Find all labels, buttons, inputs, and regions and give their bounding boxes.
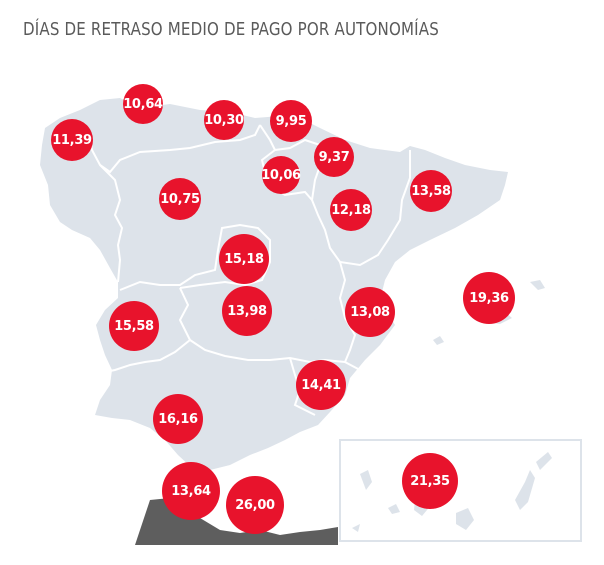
ibiza-shape [433,336,444,345]
bubble-andalucia[interactable]: 16,16 [153,394,203,444]
menorca-shape [530,280,545,290]
bubble-pais-vasco[interactable]: 9,95 [270,100,312,142]
canary-islands-inset [339,439,582,542]
bubble-melilla[interactable]: 26,00 [226,476,284,534]
bubble-la-rioja[interactable]: 10,06 [261,156,301,194]
map-title: DÍAS DE RETRASO MEDIO DE PAGO POR AUTONO… [23,20,439,40]
bubble-canarias[interactable]: 21,35 [402,453,458,509]
bubble-comunidad-valenciana[interactable]: 13,08 [345,287,395,337]
africa-coast-shape [135,498,338,545]
bubble-castilla-la-mancha[interactable]: 13,98 [222,286,272,336]
bubble-baleares[interactable]: 19,36 [463,272,515,324]
bubble-cataluna[interactable]: 13,58 [410,170,452,212]
bubble-castilla-y-leon[interactable]: 10,75 [159,178,201,220]
bubble-aragon[interactable]: 12,18 [330,189,372,231]
bubble-cantabria[interactable]: 10,30 [204,100,244,140]
bubble-madrid[interactable]: 15,18 [219,234,269,284]
bubble-murcia[interactable]: 14,41 [296,360,346,410]
bubble-navarra[interactable]: 9,37 [314,137,354,177]
bubble-ceuta[interactable]: 13,64 [162,462,220,520]
bubble-extremadura[interactable]: 15,58 [109,301,159,351]
bubble-asturias[interactable]: 10,64 [123,84,163,124]
bubble-galicia[interactable]: 11,39 [51,119,93,161]
spain-mainland-shape [40,98,508,470]
canary-islands [352,452,552,532]
